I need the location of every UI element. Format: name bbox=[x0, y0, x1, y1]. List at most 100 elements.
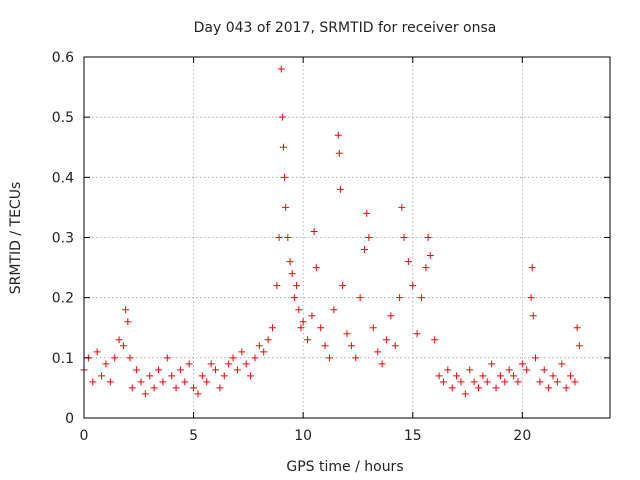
data-point bbox=[317, 324, 325, 332]
data-point bbox=[475, 384, 482, 392]
data-point bbox=[293, 282, 301, 290]
data-point bbox=[418, 294, 426, 302]
data-point bbox=[505, 366, 513, 374]
data-point bbox=[514, 378, 522, 386]
data-point bbox=[470, 378, 478, 386]
data-point bbox=[361, 246, 369, 254]
x-tick-label: 0 bbox=[80, 428, 89, 444]
data-point bbox=[277, 65, 285, 73]
data-point bbox=[518, 360, 526, 368]
data-point bbox=[356, 294, 364, 302]
data-point bbox=[190, 384, 198, 392]
data-point bbox=[339, 282, 347, 290]
data-point bbox=[159, 378, 167, 386]
data-point bbox=[461, 390, 469, 398]
data-point bbox=[238, 348, 246, 356]
data-point bbox=[531, 354, 539, 362]
chart-title: Day 043 of 2017, SRMTID for receiver ons… bbox=[194, 20, 497, 36]
data-point bbox=[310, 227, 318, 235]
data-point bbox=[297, 324, 305, 332]
data-point bbox=[347, 342, 355, 350]
y-tick-label: 0.5 bbox=[52, 110, 74, 126]
data-point bbox=[225, 360, 233, 368]
data-point bbox=[374, 348, 382, 356]
data-point bbox=[400, 234, 408, 241]
data-point bbox=[365, 234, 373, 241]
data-point bbox=[330, 306, 338, 314]
data-point bbox=[251, 354, 259, 362]
data-point bbox=[260, 348, 268, 356]
data-point bbox=[448, 384, 456, 392]
data-point bbox=[212, 366, 219, 374]
data-point bbox=[172, 384, 180, 392]
data-point bbox=[229, 354, 237, 362]
data-point bbox=[488, 360, 496, 368]
y-tick-label: 0.6 bbox=[52, 50, 74, 66]
data-point bbox=[281, 173, 289, 181]
data-point bbox=[336, 185, 344, 193]
data-point bbox=[312, 264, 320, 272]
data-point bbox=[168, 372, 176, 380]
data-point bbox=[321, 342, 329, 350]
data-point bbox=[93, 348, 101, 356]
data-point bbox=[290, 294, 298, 302]
data-point bbox=[299, 318, 307, 326]
data-point bbox=[185, 360, 193, 368]
y-tick-label: 0.3 bbox=[52, 231, 74, 247]
data-point bbox=[335, 149, 343, 157]
data-point bbox=[391, 342, 399, 350]
y-tick-label: 0.1 bbox=[52, 351, 74, 367]
data-point bbox=[288, 270, 296, 278]
data-point bbox=[128, 384, 136, 392]
data-point bbox=[444, 366, 452, 374]
data-point bbox=[483, 378, 491, 386]
data-point bbox=[536, 378, 544, 386]
data-point bbox=[126, 354, 134, 362]
data-point bbox=[216, 384, 224, 392]
data-point bbox=[334, 131, 342, 139]
data-point bbox=[413, 330, 421, 338]
data-point bbox=[163, 354, 171, 362]
data-point bbox=[424, 234, 432, 241]
y-axis-label: SRMTID / TECUs bbox=[8, 182, 24, 295]
data-point bbox=[279, 143, 287, 151]
y-tick-label: 0 bbox=[65, 411, 74, 427]
data-point bbox=[150, 384, 158, 392]
data-point bbox=[286, 258, 294, 266]
data-point bbox=[98, 372, 106, 380]
data-point bbox=[325, 354, 333, 362]
data-point bbox=[479, 372, 487, 380]
data-point bbox=[308, 312, 316, 320]
data-point bbox=[295, 306, 303, 314]
y-tick-labels: 0 0.1 0.2 0.3 0.4 0.5 0.6 bbox=[52, 50, 74, 427]
data-point bbox=[529, 312, 537, 320]
y-tick-label: 0.2 bbox=[52, 291, 74, 307]
x-tick-label: 20 bbox=[513, 428, 531, 444]
data-point bbox=[457, 378, 465, 386]
data-point bbox=[553, 378, 561, 386]
data-point bbox=[378, 360, 386, 368]
axis-ticks bbox=[83, 56, 610, 419]
data-point bbox=[268, 324, 276, 332]
data-point bbox=[102, 360, 110, 368]
data-point bbox=[382, 336, 390, 344]
data-point bbox=[273, 282, 281, 290]
data-point bbox=[255, 342, 263, 350]
grid bbox=[84, 57, 610, 418]
data-point bbox=[343, 330, 351, 338]
data-point bbox=[466, 366, 474, 374]
data-points bbox=[80, 65, 583, 398]
data-point bbox=[352, 354, 360, 362]
data-point bbox=[549, 372, 557, 380]
data-point bbox=[496, 372, 504, 380]
data-point bbox=[106, 378, 114, 386]
data-point bbox=[119, 342, 127, 350]
x-tick-label: 10 bbox=[294, 428, 312, 444]
data-point bbox=[124, 318, 132, 326]
data-point bbox=[545, 384, 553, 392]
data-point bbox=[528, 264, 536, 272]
data-point bbox=[220, 372, 228, 380]
x-axis-label: GPS time / hours bbox=[286, 459, 403, 475]
data-point bbox=[207, 360, 215, 368]
